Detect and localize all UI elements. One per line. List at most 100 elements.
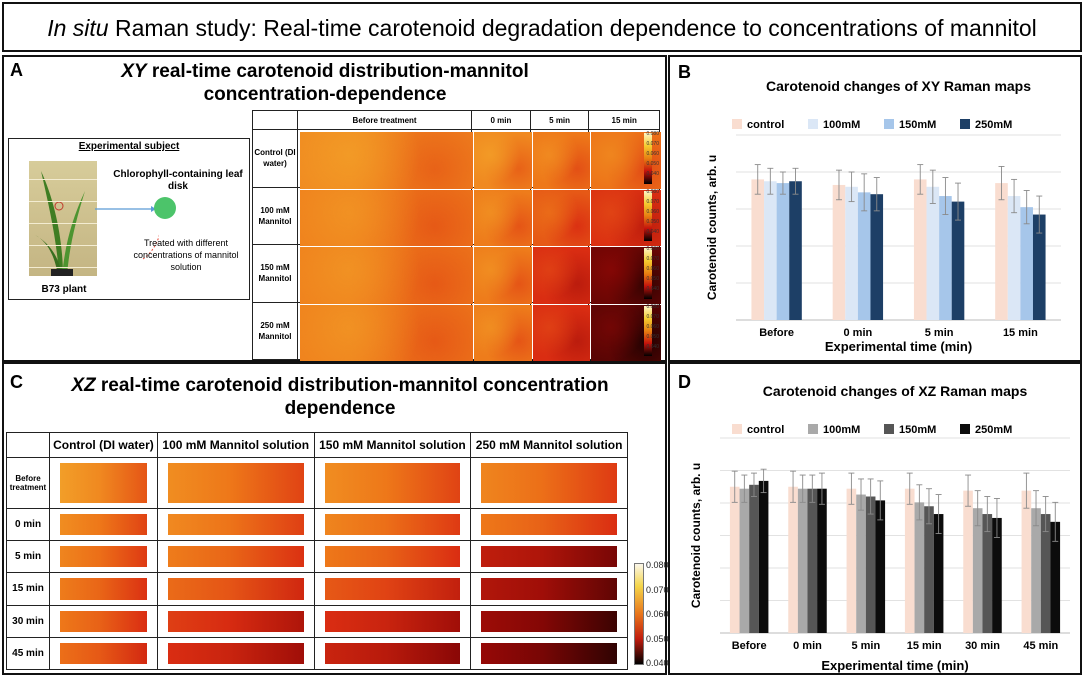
xy-mini-colorbar-tick: 0.080 [646, 131, 659, 137]
bar [846, 488, 857, 633]
bar [972, 508, 983, 633]
bar [865, 496, 876, 633]
xz-row-header: 0 min [6, 507, 50, 542]
xz-heatmap-cell [313, 636, 472, 671]
legend-label: 150mM [899, 424, 936, 436]
xz-heatmap-strip [324, 578, 461, 600]
xz-heatmap-cell [470, 540, 628, 574]
xy-heatmap-grid: Before treatment 0 min 5 min 15 min Control … [252, 110, 661, 361]
xy-heatmap-image [474, 304, 532, 361]
xz-heatmap-strip [60, 546, 147, 568]
xy-mini-colorbar [644, 190, 652, 241]
xz-row-header: 5 min [6, 540, 50, 574]
bar [913, 179, 927, 320]
legend-label: 250mM [975, 119, 1012, 131]
xz-heatmap-cell [156, 572, 315, 606]
xz-colorbar-tick: 0.080 [646, 560, 669, 570]
y-axis-label: Carotenoid counts, arb. u [689, 463, 703, 608]
xy-heatmap-image [300, 132, 474, 189]
xz-heatmap-cell [49, 540, 158, 574]
xy-mini-colorbar-tick: 0.040 [646, 343, 659, 350]
xz-row-header: Before treatment [6, 457, 50, 509]
xy-heatmap-cell [296, 129, 474, 189]
plant-leaf-drawing [35, 171, 85, 276]
panel-c-title-italic: XZ [71, 375, 96, 396]
xz-heatmap-strip [167, 513, 304, 536]
xy-mini-colorbar [644, 133, 652, 184]
x-tick-label: 5 min [851, 640, 880, 652]
bar [764, 181, 777, 320]
xy-heatmap-image [474, 247, 532, 304]
xy-heatmap-cell [529, 129, 591, 189]
xz-heatmap-cell [470, 507, 628, 542]
bar [951, 201, 965, 320]
xz-row-header: 30 min [6, 604, 50, 638]
x-tick-label: 0 min [793, 640, 822, 652]
bar [832, 184, 846, 320]
x-tick-label: 0 min [844, 327, 873, 339]
plant-label: B73 plant [41, 284, 87, 295]
xz-heatmap-cell [313, 604, 472, 638]
experimental-subject-title: Experimental subject [78, 141, 180, 152]
xz-heatmap-strip [481, 642, 617, 664]
bar [875, 500, 886, 633]
xz-heatmap-strip [481, 513, 617, 536]
xy-col-header: 0 min [471, 110, 531, 130]
xz-col-header: 250 mM Mannitol solution [470, 432, 628, 458]
panel-a-title-rest: real-time carotenoid distribution-mannit… [146, 61, 529, 105]
xy-mini-colorbar-tick: 0.060 [646, 151, 659, 157]
bar [751, 179, 765, 320]
legend-swatch [884, 424, 894, 434]
xy-row-header: 150 mM Mannitol [252, 244, 298, 303]
xz-heatmap-cell [156, 507, 315, 542]
xz-heatmap-cell [470, 636, 628, 671]
chart-title: Carotenoid changes of XZ Raman maps [763, 383, 1028, 399]
xy-mini-colorbar-tick: 0.060 [646, 323, 659, 330]
xz-bar-chart: Carotenoid changes of XZ Raman maps Befor… [689, 383, 1070, 673]
xy-mini-colorbar [644, 305, 652, 356]
xy-heatmap-cell: 0.080 0.070 0.060 0.050 0.040 [588, 186, 661, 246]
bar [789, 181, 802, 320]
xy-mini-colorbar-tick: 0.060 [646, 208, 659, 215]
bar [924, 506, 934, 633]
xy-mini-colorbar-tick: 0.070 [646, 256, 659, 262]
xz-heatmap-cell [49, 604, 158, 638]
x-tick-label: 15 min [907, 640, 942, 652]
xz-colorbar-tick: 0.050 [646, 633, 669, 644]
bar [904, 488, 915, 633]
bar [856, 494, 866, 633]
xz-col-header: Control (DI water) [49, 432, 158, 458]
xz-heatmap-strip [481, 546, 617, 568]
xy-heatmap-cell: 0.080 0.070 0.060 0.050 0.040 [588, 301, 661, 361]
xz-colorbar-tick: 0.040 [646, 658, 669, 668]
xy-heatmap-cell [529, 186, 591, 246]
bar [992, 517, 1002, 633]
figure-title-box: In situ Raman study: Real-time carotenoi… [2, 2, 1082, 52]
xz-heatmap-strip [167, 642, 304, 664]
xy-mini-colorbar-tick: 0.050 [646, 218, 659, 225]
bar [758, 480, 769, 633]
xy-mini-colorbar-tick: 0.080 [646, 188, 659, 195]
xz-heatmap-cell [313, 457, 472, 509]
xz-heatmap-cell [313, 507, 472, 542]
title-italic: In situ [47, 15, 109, 41]
xz-heatmap-grid: Control (DI water) 100 mM Mannitol soluti… [6, 432, 628, 671]
bar [739, 488, 750, 633]
xz-heatmap-strip [60, 578, 147, 600]
experimental-subject-inset: Experimental subject B73 plant Chlorophy… [8, 138, 250, 300]
xz-heatmap-strip [324, 610, 461, 632]
xy-mini-colorbar [644, 248, 652, 299]
legend-label: 100mM [823, 424, 860, 436]
xy-heatmap-image [474, 132, 532, 189]
xy-row-header: 100 mM Mannitol [252, 186, 298, 245]
x-tick-label: Before [759, 327, 794, 339]
bar [1032, 214, 1046, 320]
x-axis-label: Experimental time (min) [821, 658, 968, 673]
plant-photo [29, 161, 97, 276]
xz-heatmap-cell [470, 457, 628, 509]
title-rest: Raman study: Real-time carotenoid degrad… [108, 15, 1037, 41]
legend-swatch [732, 119, 742, 129]
inset-arrows [95, 206, 159, 260]
xz-heatmap-cell [156, 540, 315, 574]
legend-label: 150mM [899, 119, 936, 131]
